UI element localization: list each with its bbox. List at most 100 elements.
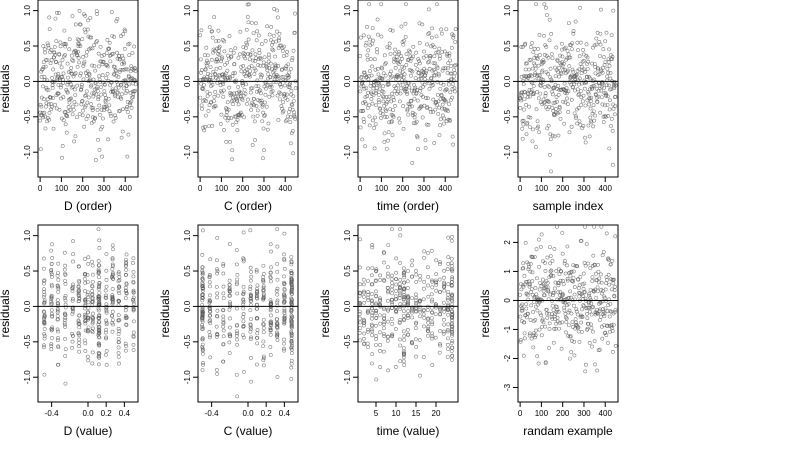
- data-point: [129, 99, 134, 104]
- data-point: [112, 71, 117, 76]
- data-point: [372, 126, 377, 130]
- data-point: [606, 258, 611, 262]
- data-point: [383, 73, 388, 78]
- data-point: [433, 302, 438, 307]
- x-tick-label: 300: [417, 184, 431, 193]
- data-point: [78, 71, 83, 76]
- data-point: [282, 346, 286, 351]
- data-point: [422, 77, 427, 81]
- data-point: [568, 55, 573, 60]
- data-point: [40, 113, 44, 118]
- data-point: [287, 74, 291, 79]
- data-point: [370, 266, 375, 270]
- data-point: [241, 291, 246, 296]
- data-point: [97, 275, 101, 279]
- data-point: [67, 100, 72, 105]
- data-point: [66, 109, 71, 114]
- data-point: [286, 114, 290, 119]
- data-point: [49, 107, 54, 112]
- data-point: [235, 280, 239, 285]
- data-point: [550, 133, 555, 138]
- data-point: [401, 318, 406, 323]
- data-point: [83, 103, 88, 108]
- data-point: [518, 106, 523, 110]
- data-point: [290, 351, 294, 356]
- data-point: [528, 318, 533, 322]
- data-point: [49, 294, 54, 299]
- data-point: [399, 86, 404, 91]
- data-point: [599, 280, 604, 285]
- data-point: [426, 275, 431, 279]
- data-point: [384, 95, 389, 100]
- data-point: [581, 93, 586, 98]
- data-point: [364, 86, 369, 91]
- data-point: [585, 67, 590, 71]
- data-point: [594, 36, 599, 41]
- data-point: [589, 326, 594, 330]
- data-point: [610, 129, 615, 133]
- data-point: [595, 368, 600, 373]
- data-point: [429, 248, 434, 253]
- data-point: [199, 70, 203, 75]
- data-point: [72, 100, 77, 104]
- data-point: [594, 42, 599, 47]
- data-point: [267, 66, 272, 70]
- data-point: [372, 57, 377, 62]
- data-point: [131, 261, 135, 265]
- data-point: [520, 302, 524, 307]
- data-point: [390, 302, 395, 307]
- data-point: [453, 27, 458, 31]
- data-point: [207, 280, 212, 285]
- data-point: [533, 66, 538, 71]
- data-point: [422, 255, 426, 260]
- data-point: [394, 54, 399, 59]
- data-point: [127, 82, 131, 87]
- data-point: [556, 290, 561, 295]
- data-point: [221, 308, 225, 313]
- data-point: [537, 264, 541, 269]
- data-point: [199, 68, 204, 73]
- x-tick-label: 100: [215, 184, 229, 193]
- data-point: [215, 57, 219, 62]
- data-point: [200, 305, 205, 310]
- data-point: [432, 141, 437, 145]
- data-point: [394, 86, 398, 90]
- data-point: [427, 59, 431, 64]
- data-point: [538, 311, 543, 316]
- data-point: [118, 57, 122, 62]
- data-point: [53, 72, 58, 77]
- data-point: [450, 294, 454, 298]
- data-point: [261, 322, 266, 327]
- data-point: [42, 300, 47, 305]
- data-point: [569, 295, 573, 300]
- data-point: [395, 75, 399, 79]
- data-point: [562, 305, 567, 310]
- data-point: [383, 60, 388, 65]
- data-point: [604, 281, 608, 286]
- x-tick-label: 0.4: [279, 409, 291, 418]
- data-point: [532, 55, 537, 60]
- data-point: [241, 335, 246, 340]
- data-point: [540, 324, 544, 329]
- data-point: [235, 277, 240, 282]
- data-point: [213, 59, 218, 64]
- data-point: [441, 82, 446, 87]
- data-point: [107, 46, 111, 51]
- data-point: [238, 29, 243, 34]
- data-point: [42, 327, 47, 331]
- data-point: [555, 111, 560, 116]
- data-point: [227, 351, 232, 355]
- data-point: [289, 365, 294, 370]
- x-tick-label: 300: [577, 409, 591, 418]
- data-point: [97, 282, 102, 287]
- data-point: [555, 315, 560, 320]
- data-point: [235, 337, 239, 342]
- data-point: [117, 291, 122, 296]
- data-point: [124, 107, 129, 111]
- data-point: [605, 309, 610, 313]
- data-point: [282, 282, 286, 287]
- data-point: [426, 283, 430, 288]
- data-point: [572, 285, 577, 289]
- data-point: [255, 108, 260, 113]
- data-point: [231, 102, 236, 107]
